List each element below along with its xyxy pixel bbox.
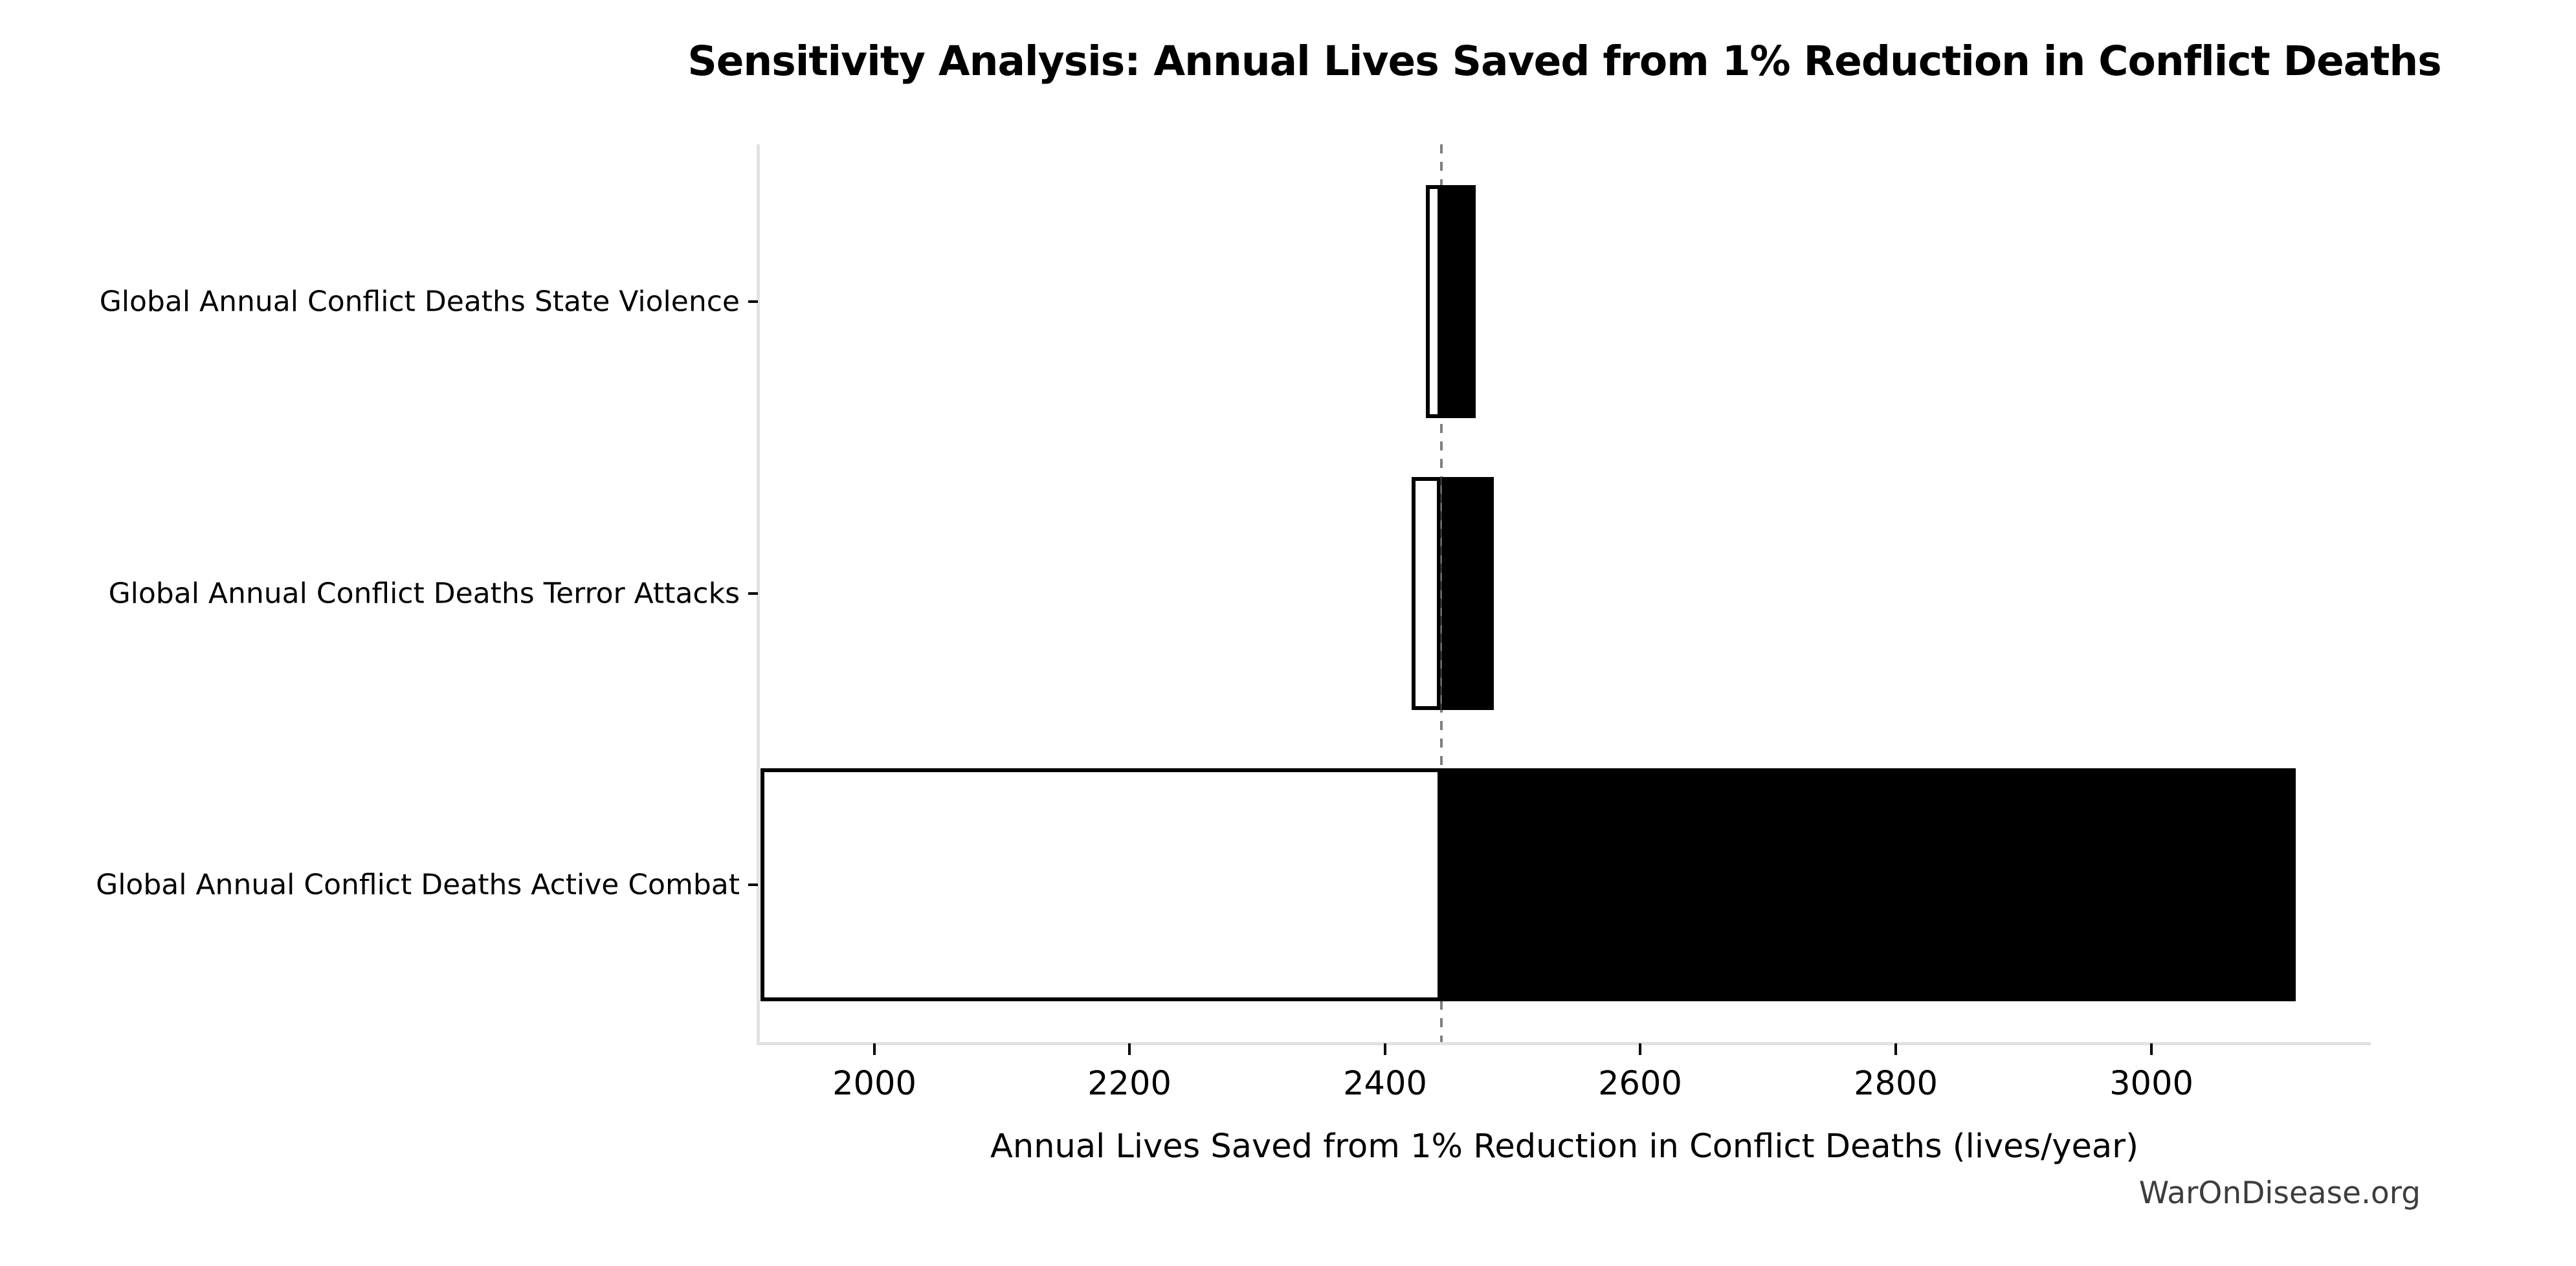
- bar-high-segment: [1441, 185, 1476, 418]
- x-axis-label: Annual Lives Saved from 1% Reduction in …: [990, 1127, 2138, 1166]
- x-axis-tick: [873, 1043, 876, 1055]
- x-tick-label: 3000: [2109, 1065, 2193, 1103]
- y-tick-label: Global Annual Conflict Deaths Terror Att…: [108, 577, 740, 610]
- bar-high-segment: [1441, 768, 2296, 1001]
- y-axis-tick: [748, 883, 758, 886]
- y-axis-spine: [757, 144, 760, 1045]
- chart-title: Sensitivity Analysis: Annual Lives Saved…: [687, 38, 2441, 85]
- x-tick-label: 2200: [1087, 1065, 1171, 1103]
- y-tick-label: Global Annual Conflict Deaths Active Com…: [96, 868, 740, 902]
- x-axis-tick: [1128, 1043, 1131, 1055]
- y-axis-tick: [748, 300, 758, 303]
- y-axis-tick: [748, 592, 758, 595]
- x-tick-label: 2800: [1854, 1065, 1938, 1103]
- x-tick-label: 2600: [1598, 1065, 1682, 1103]
- bar-low-segment: [761, 768, 1441, 1001]
- x-tick-label: 2400: [1343, 1065, 1427, 1103]
- baseline-dashed-line: [1439, 144, 1443, 1042]
- x-axis-spine: [757, 1042, 2371, 1045]
- x-axis-tick: [2150, 1043, 2153, 1055]
- watermark-text: WarOnDisease.org: [2138, 1175, 2421, 1211]
- x-axis-tick: [1639, 1043, 1641, 1055]
- x-tick-label: 2000: [832, 1065, 916, 1103]
- y-tick-label: Global Annual Conflict Deaths State Viol…: [99, 285, 740, 318]
- bar-low-segment: [1412, 477, 1441, 710]
- x-axis-tick: [1384, 1043, 1386, 1055]
- bar-high-segment: [1441, 477, 1494, 710]
- bar-low-segment: [1426, 185, 1441, 418]
- x-axis-tick: [1894, 1043, 1897, 1055]
